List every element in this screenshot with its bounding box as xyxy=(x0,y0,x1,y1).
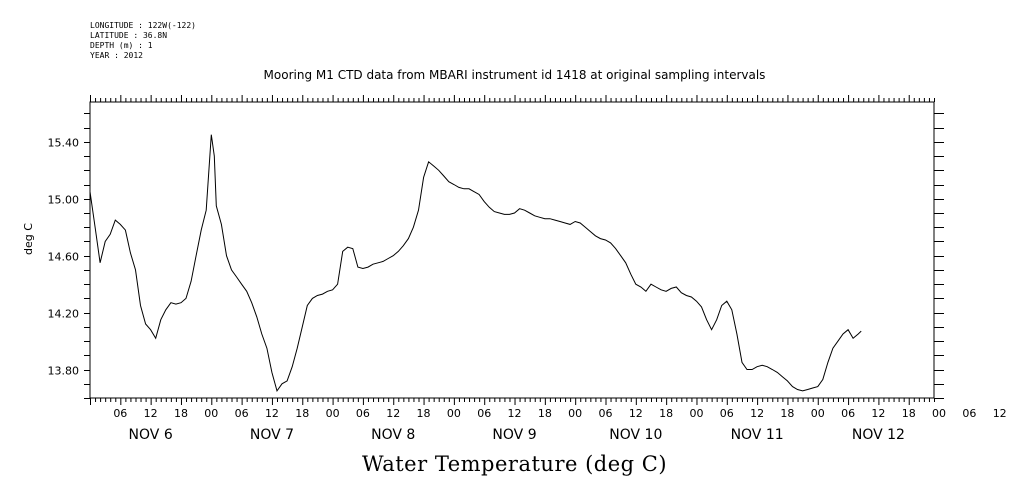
x-hour-tick-label: 18 xyxy=(659,407,673,420)
x-hour-tick-label: 18 xyxy=(417,407,431,420)
x-hour-tick-label: 12 xyxy=(871,407,885,420)
x-hour-tick-label: 18 xyxy=(295,407,309,420)
x-day-label: NOV 7 xyxy=(250,427,294,443)
y-tick-label: 15.00 xyxy=(48,194,80,207)
x-hour-tick-label: 06 xyxy=(356,407,370,420)
x-hour-tick-label: 00 xyxy=(932,407,946,420)
x-day-label: NOV 12 xyxy=(852,427,905,443)
tick-layer xyxy=(84,95,944,405)
x-hour-tick-label: 00 xyxy=(689,407,703,420)
header-info: LONGITUDE : 122W(-122) LATITUDE : 36.8N … xyxy=(90,21,196,61)
temperature-series-line xyxy=(89,134,862,393)
x-hour-tick-label: 06 xyxy=(841,407,855,420)
x-hour-tick-label: 06 xyxy=(113,407,127,420)
x-hour-tick-label: 06 xyxy=(962,407,976,420)
x-hour-tick-label: 12 xyxy=(993,407,1007,420)
x-hour-tick-label: 06 xyxy=(477,407,491,420)
y-tick-label: 15.40 xyxy=(48,137,80,150)
x-hour-tick-label: 06 xyxy=(598,407,612,420)
x-hour-tick-label: 12 xyxy=(629,407,643,420)
x-hour-tick-label: 00 xyxy=(204,407,218,420)
depth-text: DEPTH (m) : 1 xyxy=(90,41,153,50)
x-hour-tick-label: 18 xyxy=(902,407,916,420)
x-hour-tick-label: 00 xyxy=(326,407,340,420)
chart-title: Mooring M1 CTD data from MBARI instrumen… xyxy=(263,68,766,82)
x-hour-tick-label: 06 xyxy=(720,407,734,420)
tick-label-layer: 06 12 18 00 06 12 18 00 06 12 18 00 06 12 18 00 06 12 18 00… xyxy=(48,137,1007,444)
x-hour-tick-label: 12 xyxy=(386,407,400,420)
latitude-text: LATITUDE : 36.8N xyxy=(90,31,168,40)
x-hour-tick-label: 00 xyxy=(568,407,582,420)
x-hour-tick-label: 12 xyxy=(265,407,279,420)
x-hour-tick-label: 12 xyxy=(144,407,158,420)
x-axis-label: Water Temperature (deg C) xyxy=(361,452,668,476)
x-hour-tick-label: 06 xyxy=(235,407,249,420)
x-hour-tick-label: 12 xyxy=(750,407,764,420)
y-tick-label: 14.20 xyxy=(48,308,80,321)
y-axis-label: deg C xyxy=(22,223,35,255)
x-day-label: NOV 11 xyxy=(731,427,784,443)
x-hour-tick-label: 12 xyxy=(508,407,522,420)
x-day-label: NOV 8 xyxy=(371,427,415,443)
x-hour-tick-label: 18 xyxy=(780,407,794,420)
x-hour-tick-label: 00 xyxy=(447,407,461,420)
x-day-label: NOV 10 xyxy=(609,427,662,443)
x-day-label: NOV 6 xyxy=(129,427,173,443)
plot-frame xyxy=(89,101,935,399)
x-hour-tick-label: 00 xyxy=(811,407,825,420)
x-hour-tick-label: 18 xyxy=(174,407,188,420)
longitude-text: LONGITUDE : 122W(-122) xyxy=(90,21,196,30)
year-text: YEAR : 2012 xyxy=(90,51,143,60)
y-tick-label: 13.80 xyxy=(48,365,80,378)
x-day-label: NOV 9 xyxy=(492,427,536,443)
x-hour-tick-label: 18 xyxy=(538,407,552,420)
y-tick-label: 14.60 xyxy=(48,251,80,264)
